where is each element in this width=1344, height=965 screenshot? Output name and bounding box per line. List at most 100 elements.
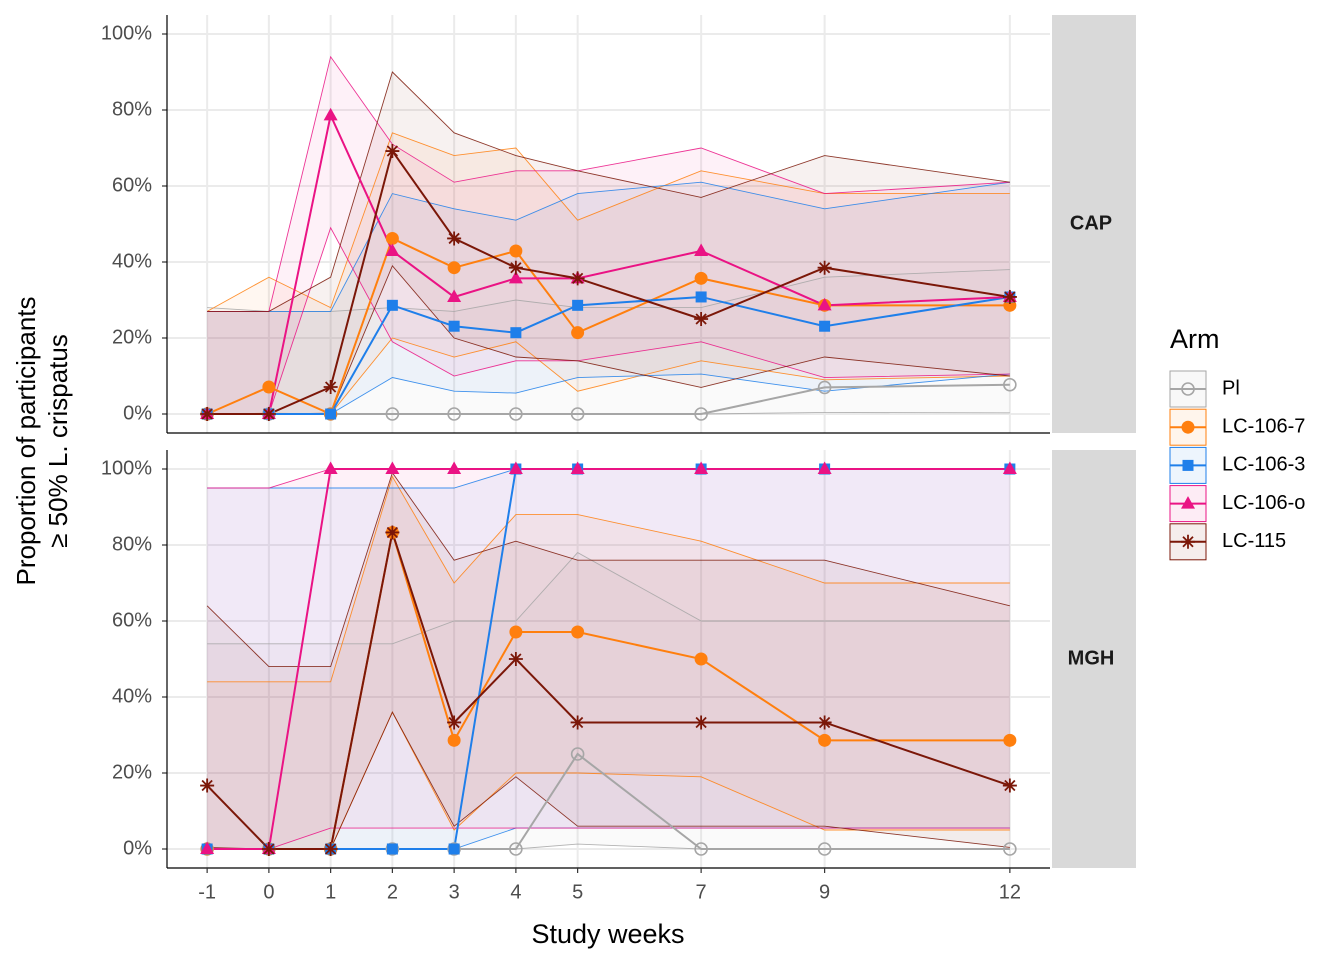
marker [817, 715, 832, 730]
marker [385, 461, 400, 474]
marker [448, 843, 460, 855]
marker [200, 407, 215, 421]
marker [1181, 496, 1195, 509]
marker [448, 320, 460, 332]
x-tick-label: -1 [198, 881, 216, 903]
marker [261, 842, 276, 856]
marker [386, 843, 398, 855]
marker [385, 243, 400, 256]
marker [510, 327, 522, 339]
marker [817, 461, 832, 474]
x-tick-label: 0 [263, 881, 274, 903]
marker [1181, 382, 1195, 396]
y-tick-label: 40% [112, 685, 152, 707]
line [207, 295, 1011, 415]
marker [570, 407, 585, 421]
line [206, 528, 1011, 850]
line [207, 468, 1010, 850]
y-tick-label: 100% [101, 457, 152, 479]
legend-label: LC-106-o [1222, 492, 1305, 514]
ribbon-fill [207, 552, 1010, 849]
marker [694, 652, 708, 666]
marker [571, 326, 585, 340]
marker [386, 299, 398, 311]
marker [323, 107, 338, 121]
legend-item: Pl [1169, 370, 1240, 408]
ribbon-fill [207, 269, 1010, 414]
marker [323, 842, 338, 856]
y-tick-label: 0% [123, 837, 152, 859]
ribbon-fill [207, 469, 1010, 849]
x-axis-title: Study weeks [531, 919, 684, 949]
y-tick-label: 20% [112, 761, 152, 783]
marker [508, 260, 523, 275]
ribbon-edge [207, 181, 1010, 312]
marker [447, 407, 461, 421]
marker [323, 461, 338, 474]
ribbon-fill [207, 132, 1010, 415]
legend-item: LC-106-3 [1169, 446, 1305, 484]
legend-label: Pl [1222, 377, 1240, 399]
facet-strip [1052, 450, 1136, 868]
marker [694, 715, 709, 730]
ribbon-edge [207, 55, 1010, 312]
ribbon-fill [207, 469, 1010, 849]
marker [385, 525, 400, 540]
y-axis-title: ≥ 50% L. crispatus [43, 334, 73, 548]
marker [385, 231, 399, 245]
marker [447, 461, 462, 474]
legend-item: LC-115 [1169, 523, 1286, 561]
marker [447, 733, 461, 747]
marker [1002, 778, 1017, 793]
marker [200, 841, 215, 854]
marker [695, 291, 707, 303]
ribbon-fill [207, 72, 1010, 414]
x-tick-label: 7 [696, 881, 707, 903]
x-tick-label: 2 [387, 881, 398, 903]
legend-title: Arm [1170, 324, 1220, 354]
x-tick-label: 3 [449, 881, 460, 903]
marker [1002, 289, 1017, 304]
facet-label: CAP [1070, 212, 1112, 234]
x-tick-label: 5 [572, 881, 583, 903]
marker [817, 842, 832, 856]
marker [819, 320, 831, 332]
facet-strip [1052, 15, 1136, 433]
marker [509, 842, 523, 856]
x-tick-label: 1 [325, 881, 336, 903]
ribbon-edge [206, 132, 1010, 312]
legend-label: LC-106-3 [1222, 454, 1305, 476]
marker [570, 715, 585, 730]
legend-label: LC-106-7 [1222, 415, 1305, 437]
marker [1002, 461, 1017, 474]
marker [1182, 459, 1194, 471]
x-tick-label: 9 [819, 881, 830, 903]
marker [570, 461, 585, 474]
marker [571, 625, 585, 639]
marker [1003, 377, 1017, 392]
ribbon-edge [207, 827, 1010, 850]
marker [817, 297, 832, 311]
y-axis-title: Proportion of participants [11, 296, 41, 585]
legend-label: LC-115 [1222, 530, 1286, 552]
ribbon-fill [207, 56, 1010, 415]
ribbon-edge [207, 475, 1010, 683]
facet-label: MGH [1068, 647, 1115, 669]
ribbon-fill [207, 472, 1010, 849]
marker [694, 271, 708, 285]
ribbon-edge [207, 226, 1010, 415]
marker [570, 271, 585, 286]
marker [572, 299, 584, 311]
marker [323, 380, 338, 395]
marker [509, 407, 523, 421]
marker [325, 408, 337, 420]
marker [200, 778, 215, 793]
y-tick-label: 60% [112, 174, 152, 196]
marker [694, 312, 709, 326]
marker [508, 270, 523, 284]
ribbon-edge [207, 71, 1010, 312]
panel [167, 15, 1050, 433]
marker [385, 144, 400, 159]
marker [1003, 733, 1017, 747]
y-tick-label: 60% [112, 609, 152, 631]
